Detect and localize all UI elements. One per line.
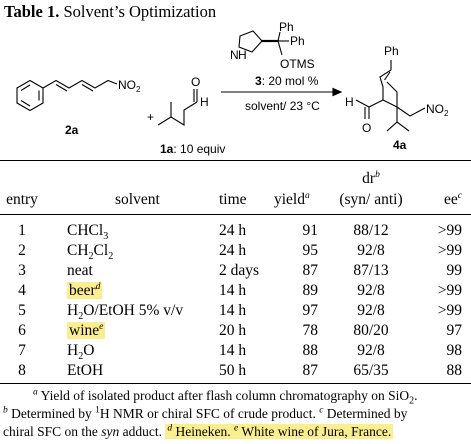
table-caption: Solvent’s Optimization	[59, 2, 217, 21]
row3-entry: 3	[18, 262, 26, 279]
row2-entry: 2	[18, 242, 26, 259]
row3-ee: 99	[446, 262, 463, 279]
catalyst-ph-1: Ph	[279, 22, 294, 34]
row7-ee: 98	[446, 342, 463, 359]
row4-solvent: beerd	[67, 281, 103, 300]
row4-yield: 89	[302, 282, 319, 299]
row8-entry: 8	[18, 362, 26, 379]
row4-dr: 92/8	[357, 282, 385, 299]
reaction-scheme: NO2 2a + O H 1a: 10 equiv Ph Ph OTMS N H…	[16, 22, 449, 156]
row5-dr: 92/8	[357, 302, 385, 319]
row4-ee: >99	[437, 282, 462, 299]
footnote-c-d-e: chiral SFC on the syn adduct. d Heineken…	[3, 423, 394, 439]
row2-yield: 95	[302, 242, 319, 259]
row7-yield: 88	[302, 342, 319, 359]
highlight-beer: beerd	[67, 281, 103, 299]
row5-ee: >99	[437, 302, 462, 319]
row7-entry: 7	[18, 342, 26, 359]
row7-dr: 92/8	[357, 342, 385, 359]
header-syn-anti: (syn/ anti)	[339, 191, 403, 208]
catalyst-ph-2: Ph	[290, 34, 305, 48]
pyrrolidine-ring	[238, 30, 263, 53]
aldehyde-label: 1a: 10 equiv	[160, 142, 225, 156]
row8-dr: 65/35	[353, 362, 389, 379]
product-aldehyde-o: O	[362, 121, 371, 135]
row6-ee: 97	[446, 322, 463, 339]
row1-dr: 88/12	[353, 222, 389, 239]
row2-ee: >99	[437, 242, 462, 259]
highlight-footnote-d-e: d Heineken. e White wine of Jura, France…	[165, 423, 394, 439]
header-solvent: solvent	[115, 191, 160, 208]
header-ee: eec	[444, 190, 462, 208]
highlight-wine: winee	[67, 321, 106, 339]
nitro-group: NO2	[118, 78, 141, 94]
row6-entry: 6	[18, 322, 26, 339]
row3-dr: 87/13	[353, 262, 389, 279]
header-dr: drb	[362, 169, 380, 187]
row3-time: 2 days	[219, 262, 260, 279]
catalyst-nh-h: H	[238, 48, 247, 62]
row2-solvent: CH2Cl2	[67, 242, 114, 263]
benzene-ring	[16, 79, 44, 112]
row5-yield: 97	[302, 302, 319, 319]
label-4a: 4a	[393, 138, 407, 152]
catalyst-otms: OTMS	[280, 57, 315, 71]
catalyst-nh-n: N	[230, 48, 239, 62]
product-nitro: NO2	[426, 102, 449, 118]
header-time: time	[219, 191, 247, 208]
row2-time: 24 h	[219, 242, 247, 259]
row6-solvent: winee	[67, 321, 106, 340]
row4-time: 14 h	[219, 282, 247, 299]
row5-solvent: H2O/EtOH 5% v/v	[67, 302, 184, 323]
diene-chain	[42, 79, 118, 89]
product-ph: Ph	[384, 44, 399, 58]
table-number: Table 1.	[4, 2, 60, 21]
label-2a: 2a	[65, 123, 79, 137]
aldehyde-oxygen: O	[191, 75, 200, 89]
row5-time: 14 h	[219, 302, 247, 319]
catalyst-loading: 3: 20 mol %	[255, 74, 319, 88]
product-aldehyde-h: H	[345, 95, 354, 109]
row5-entry: 5	[18, 302, 26, 319]
row3-solvent: neat	[67, 262, 93, 279]
isovaleraldehyde-chain	[157, 101, 198, 126]
row1-yield: 91	[302, 222, 319, 239]
row6-time: 20 h	[219, 322, 247, 339]
reaction-conditions: solvent/ 23 °C	[245, 99, 320, 113]
row4-entry: 4	[18, 282, 26, 299]
row8-time: 50 h	[219, 362, 247, 379]
row7-solvent: H2O	[67, 342, 95, 363]
row6-yield: 78	[302, 322, 319, 339]
row1-ee: >99	[437, 222, 462, 239]
plus-sign: +	[147, 110, 154, 124]
header-entry: entry	[6, 191, 38, 208]
row2-dr: 92/8	[357, 242, 385, 259]
row3-yield: 87	[302, 262, 319, 279]
row6-dr: 80/20	[353, 322, 389, 339]
footnote-b-c: b Determined by 1H NMR or chiral SFC of …	[3, 405, 408, 421]
rule-bottom	[0, 383, 471, 384]
rule-header	[0, 214, 471, 215]
row8-solvent: EtOH	[67, 362, 104, 379]
rule-top	[0, 160, 471, 161]
header-yield: yielda	[274, 190, 310, 208]
aldehyde-hydrogen: H	[200, 95, 209, 109]
row8-ee: 88	[446, 362, 463, 379]
row1-solvent: CHCl3	[67, 222, 109, 243]
row1-entry: 1	[18, 222, 26, 239]
product-skeleton	[355, 92, 398, 108]
row7-time: 14 h	[219, 342, 247, 359]
footnote-a: a Yield of isolated product after flash …	[33, 387, 418, 407]
row8-yield: 87	[302, 362, 319, 379]
row1-time: 24 h	[219, 222, 247, 239]
table-title: Table 1. Solvent’s Optimization	[4, 2, 216, 22]
